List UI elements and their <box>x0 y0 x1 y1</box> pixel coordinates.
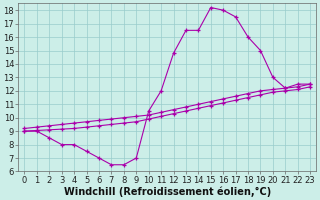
X-axis label: Windchill (Refroidissement éolien,°C): Windchill (Refroidissement éolien,°C) <box>64 186 271 197</box>
